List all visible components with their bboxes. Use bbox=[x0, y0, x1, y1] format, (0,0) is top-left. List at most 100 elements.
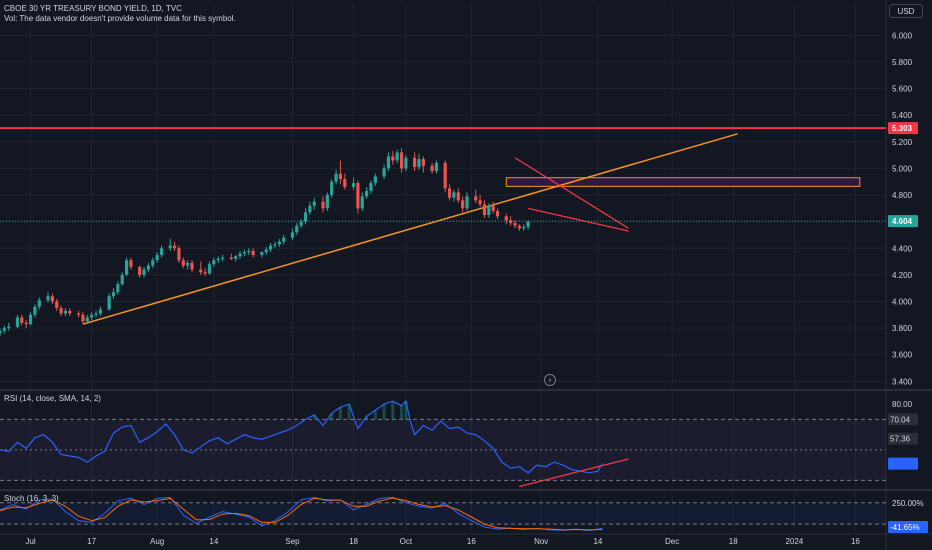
candle-body bbox=[413, 157, 417, 168]
candle-body bbox=[343, 179, 347, 188]
last-price-label: 4.604 bbox=[892, 217, 913, 226]
time-axis-tick: 16 bbox=[851, 537, 860, 546]
stoch-band bbox=[0, 502, 886, 525]
stoch-line bbox=[0, 496, 603, 532]
candle-body bbox=[37, 300, 41, 307]
time-axis-tick: 14 bbox=[593, 537, 602, 546]
last-price-label-bg bbox=[888, 215, 918, 228]
candle-body bbox=[251, 250, 255, 255]
candle-body bbox=[334, 173, 338, 182]
candle-body bbox=[124, 260, 129, 275]
candle-body bbox=[247, 250, 251, 253]
candle-body bbox=[391, 156, 395, 161]
candle-body bbox=[509, 220, 513, 223]
candle-body bbox=[430, 165, 434, 172]
symbol-title: CBOE 30 YR TREASURY BOND YIELD, 1D, TVC bbox=[4, 4, 182, 13]
rsi-label-bg bbox=[888, 432, 918, 445]
candle-body bbox=[190, 262, 194, 270]
candle-body bbox=[138, 266, 142, 275]
candle-body bbox=[59, 308, 63, 314]
candle-body bbox=[0, 330, 2, 334]
candle-body bbox=[269, 245, 273, 250]
candle-body bbox=[447, 188, 452, 198]
candle-body bbox=[290, 232, 295, 238]
candle-body bbox=[168, 245, 172, 249]
price-axis-tick: 5.600 bbox=[892, 85, 913, 94]
price-axis-tick: 5.200 bbox=[892, 138, 913, 147]
candle-body bbox=[325, 195, 329, 209]
candle-body bbox=[172, 245, 177, 249]
stoch-value-label: -41.65% bbox=[890, 523, 920, 532]
rsi-title: RSI (14, close, SMA, 14, 2) bbox=[4, 394, 101, 403]
price-axis-tick: 6.000 bbox=[892, 31, 913, 40]
candle-body bbox=[7, 326, 11, 329]
price-axis-tick: 4.400 bbox=[892, 244, 913, 253]
rsi-upper-label: 70.04 bbox=[890, 415, 911, 424]
stoch-upper-label: 250.00% bbox=[892, 499, 924, 508]
candle-body bbox=[421, 159, 425, 166]
candle-body bbox=[260, 252, 264, 255]
time-axis-tick: 14 bbox=[209, 537, 218, 546]
candle-body bbox=[526, 221, 530, 227]
wedge-line bbox=[514, 157, 629, 229]
candle-body bbox=[216, 258, 220, 261]
candle-body bbox=[181, 260, 185, 266]
candle-body bbox=[63, 310, 68, 314]
candle-body bbox=[434, 163, 439, 172]
candle-body bbox=[81, 314, 85, 322]
candle-body bbox=[295, 225, 299, 233]
candle-body bbox=[238, 253, 242, 257]
candle-body bbox=[50, 296, 54, 302]
candle-body bbox=[365, 191, 369, 197]
candle-body bbox=[522, 226, 526, 229]
price-axis-tick: 5.800 bbox=[892, 58, 913, 67]
candle-body bbox=[116, 284, 120, 293]
candle-body bbox=[203, 272, 207, 274]
candle-body bbox=[351, 183, 356, 188]
stoch-title: Stoch (16, 3, 3) bbox=[4, 494, 59, 503]
stoch-value-label-bg bbox=[888, 521, 928, 533]
resistance-label: 5.303 bbox=[892, 124, 913, 133]
candle-body bbox=[465, 196, 469, 209]
candle-body bbox=[456, 192, 460, 201]
candle-body bbox=[24, 322, 28, 325]
candle-body bbox=[277, 241, 281, 245]
time-axis-tick: 2024 bbox=[785, 537, 803, 546]
rsi-value-label-bg bbox=[888, 457, 918, 470]
candle-body bbox=[151, 260, 155, 266]
candle-body bbox=[303, 212, 308, 222]
rsi-band bbox=[0, 419, 886, 481]
candle-body bbox=[369, 183, 373, 192]
candle-body bbox=[312, 201, 316, 206]
candle-body bbox=[495, 210, 500, 217]
support-trendline bbox=[82, 133, 738, 325]
candle-body bbox=[111, 292, 116, 297]
candle-body bbox=[321, 201, 325, 209]
candle-body bbox=[76, 313, 81, 315]
candle-body bbox=[46, 296, 50, 301]
currency-button[interactable]: USD bbox=[889, 4, 923, 18]
candle-body bbox=[199, 269, 203, 273]
candle-body bbox=[177, 248, 181, 261]
candle-body bbox=[373, 176, 377, 184]
rsi-trendline bbox=[519, 458, 629, 488]
time-axis-tick: 18 bbox=[729, 537, 738, 546]
price-axis-tick: 5.000 bbox=[892, 164, 913, 173]
candle-body bbox=[478, 200, 482, 205]
candle-body bbox=[491, 205, 495, 211]
time-axis-tick: 18 bbox=[349, 537, 358, 546]
candle-body bbox=[487, 205, 491, 215]
rsi-label-bg bbox=[888, 413, 918, 426]
candle-body bbox=[155, 254, 159, 261]
candle-body bbox=[120, 274, 124, 285]
candle-body bbox=[356, 183, 360, 209]
candle-body bbox=[107, 296, 111, 310]
candle-body bbox=[461, 200, 465, 209]
candle-body bbox=[360, 196, 364, 209]
time-axis-tick: Aug bbox=[150, 537, 164, 546]
supply-zone-rect bbox=[505, 177, 861, 187]
candle-body bbox=[482, 204, 487, 215]
candle-body bbox=[513, 222, 517, 226]
candle-body bbox=[142, 269, 146, 275]
